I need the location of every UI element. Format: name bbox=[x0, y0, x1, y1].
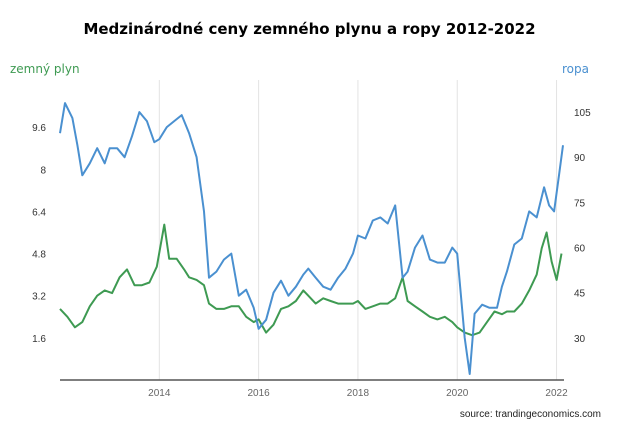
left-tick-label: 9.6 bbox=[32, 123, 46, 134]
left-axis-title: zemný plyn bbox=[10, 62, 80, 76]
gridlines bbox=[158, 80, 558, 380]
left-tick-label: 3.2 bbox=[32, 292, 46, 303]
series-line-natural-gas bbox=[59, 223, 563, 337]
series-lines bbox=[59, 102, 564, 375]
chart-title: Medzinárodné ceny zemného plynu a ropy 2… bbox=[83, 20, 536, 38]
right-tick-label: 45 bbox=[574, 289, 586, 300]
right-axis-ticks: 30 45 60 75 90 105 bbox=[574, 108, 591, 345]
series-line-oil bbox=[59, 102, 564, 375]
x-tick-label: 2014 bbox=[148, 388, 171, 399]
right-tick-label: 60 bbox=[574, 244, 586, 255]
left-tick-label: 8 bbox=[40, 165, 46, 176]
left-axis-ticks: 1.6 3.2 4.8 6.4 8 9.6 bbox=[32, 123, 46, 345]
right-tick-label: 30 bbox=[574, 334, 586, 345]
right-axis-title: ropa bbox=[562, 62, 589, 76]
x-tick-label: 2022 bbox=[545, 388, 568, 399]
x-tick-label: 2018 bbox=[347, 388, 370, 399]
left-tick-label: 6.4 bbox=[32, 207, 46, 218]
x-tick-label: 2020 bbox=[446, 388, 469, 399]
left-tick-label: 1.6 bbox=[32, 334, 46, 345]
right-tick-label: 75 bbox=[574, 198, 586, 209]
right-tick-label: 90 bbox=[574, 153, 586, 164]
x-tick-label: 2016 bbox=[247, 388, 270, 399]
x-axis-ticks: 2014 2016 2018 2020 2022 bbox=[148, 388, 568, 399]
right-tick-label: 105 bbox=[574, 108, 591, 119]
source-note: source: trandingeconomics.com bbox=[459, 409, 601, 420]
left-tick-label: 4.8 bbox=[32, 250, 46, 261]
